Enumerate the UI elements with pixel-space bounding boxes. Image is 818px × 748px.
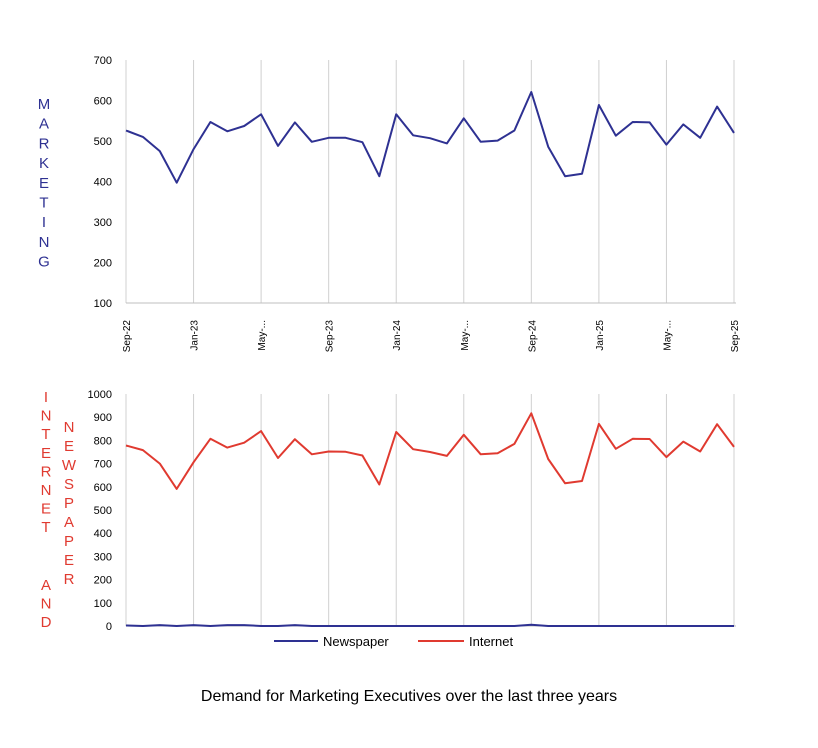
legend: Newspaper Internet — [274, 634, 513, 649]
top-x-tick-label: Sep-24 — [527, 320, 538, 353]
top-y-tick-label: 700 — [94, 55, 112, 67]
marketing-axis-letter: A — [39, 116, 49, 133]
internet-axis-letter: N — [41, 482, 52, 499]
marketing-axis-letter: M — [38, 96, 51, 113]
internet-axis-letter: T — [41, 519, 50, 536]
legend-newspaper-label: Newspaper — [323, 634, 389, 649]
newspaper-axis-letter: A — [64, 514, 74, 531]
internet-series-line — [125, 412, 735, 490]
top-y-tick-label: 600 — [94, 96, 112, 108]
top-x-tick-label: Jan-24 — [392, 320, 403, 351]
top-x-tick-label: Jan-23 — [190, 320, 201, 351]
marketing-axis-letter: R — [39, 135, 50, 152]
newspaper-axis-letter: N — [64, 419, 75, 436]
bottom-y-tick-label: 300 — [94, 551, 112, 563]
and-axis-letter: D — [41, 614, 52, 631]
internet-axis-letter: N — [41, 408, 52, 425]
bottom-y-tick-label: 100 — [94, 598, 112, 610]
newspaper-axis-letter: S — [64, 476, 74, 493]
top-y-tick-label: 500 — [94, 136, 112, 148]
top-x-tick-label: Sep-22 — [122, 320, 133, 353]
bottom-y-tick-label: 0 — [106, 621, 112, 633]
bottom-y-tick-label: 600 — [94, 482, 112, 494]
newspaper-series-line — [125, 623, 734, 627]
newspaper-axis-letter: E — [64, 552, 74, 569]
newspaper-axis-letter: R — [64, 571, 75, 588]
top-x-tick-label: Sep-23 — [325, 320, 336, 353]
bottom-y-tick-label: 700 — [94, 459, 112, 471]
internet-axis-letter: E — [41, 501, 51, 518]
newspaper-axis-letter: P — [64, 533, 74, 550]
top-y-tick-label: 300 — [94, 217, 112, 229]
internet-axis-letter: T — [41, 426, 50, 443]
newspaper-axis-letter: E — [64, 438, 74, 455]
marketing-axis-letter: I — [42, 214, 46, 231]
newspaper-axis-letter: P — [64, 495, 74, 512]
marketing-axis-letter: G — [38, 254, 50, 271]
top-y-tick-label: 400 — [94, 177, 112, 189]
top-x-tick-label: May-... — [662, 320, 673, 351]
bottom-y-tick-label: 800 — [94, 435, 112, 447]
bottom-y-tick-label: 200 — [94, 575, 112, 587]
chart-caption: Demand for Marketing Executives over the… — [200, 688, 618, 705]
marketing-axis-letter: K — [39, 155, 49, 172]
newspaper-axis-letter: W — [62, 457, 77, 474]
legend-internet-label: Internet — [469, 634, 513, 649]
top-y-tick-label: 200 — [94, 258, 112, 270]
bottom-y-tick-label: 400 — [94, 528, 112, 540]
marketing-axis-letter: T — [39, 195, 48, 212]
top-y-tick-label: 100 — [94, 298, 112, 310]
marketing-axis-letter: E — [39, 175, 49, 192]
bottom-y-tick-label: 900 — [94, 412, 112, 424]
internet-axis-letter: I — [44, 389, 48, 406]
marketing-axis-letter: N — [39, 234, 50, 251]
marketing-chart: 100 200 300 400 500 600 700 Sep-22 Jan-23 May-...… — [94, 55, 741, 352]
top-x-tick-label: Sep-25 — [730, 320, 741, 353]
and-axis-letter: A — [41, 577, 51, 594]
internet-newspaper-chart: 0 100 200 300 400 500 600 700 800 900 1000 — [88, 389, 736, 633]
internet-axis-letter: E — [41, 445, 51, 462]
marketing-series-line — [125, 91, 735, 184]
bottom-y-tick-label: 1000 — [88, 389, 112, 401]
top-x-tick-label: May-... — [257, 320, 268, 351]
and-axis-letter: N — [41, 596, 52, 613]
top-x-tick-label: Jan-25 — [595, 320, 606, 351]
internet-axis-letter: R — [41, 463, 52, 480]
bottom-y-tick-label: 500 — [94, 505, 112, 517]
top-x-tick-label: May-... — [460, 320, 471, 351]
